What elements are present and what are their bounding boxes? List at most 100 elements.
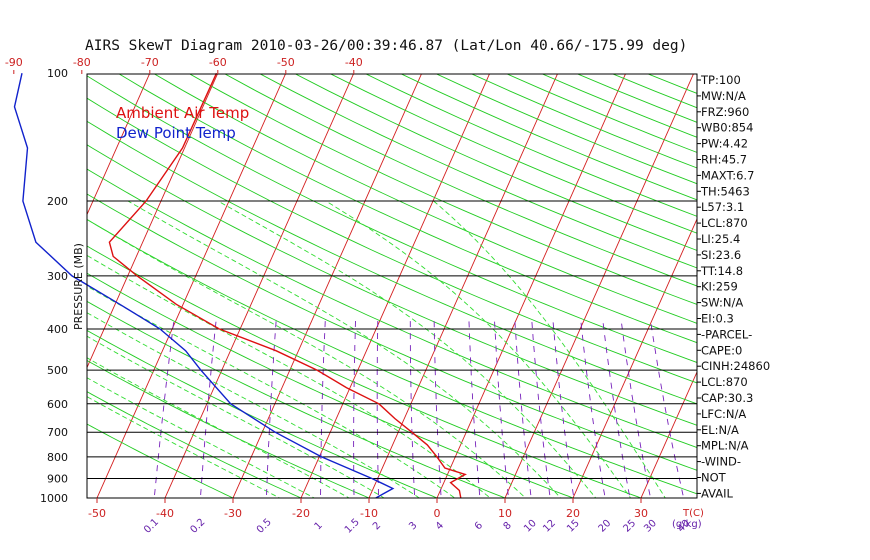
mixing-ratio-label: 4 <box>434 520 446 532</box>
moist-adiabat-line <box>217 200 597 498</box>
dry-adiabat-line <box>294 74 697 251</box>
moist-adiabat-line <box>87 377 316 498</box>
moist-adiabat-line <box>87 396 281 498</box>
stat-item: CINH:24860 <box>701 359 770 373</box>
top-temp-tick-label: -70 <box>141 56 159 69</box>
dry-adiabat-line <box>87 391 303 498</box>
moist-adiabat-line <box>87 357 351 498</box>
mixing-ratio-label: 1.5 <box>343 517 362 536</box>
stat-item: TT:14.8 <box>700 264 743 278</box>
stat-item: CAPE:0 <box>701 343 742 357</box>
mixing-ratio-label: 3 <box>407 520 419 532</box>
top-temp-tick-label: -60 <box>209 56 227 69</box>
stat-item: L57:3.1 <box>701 200 744 214</box>
dry-adiabat-line <box>87 329 439 498</box>
top-temp-tick-label: -50 <box>277 56 295 69</box>
mixing-ratio-units: (g/kg) <box>672 519 702 530</box>
bottom-temp-tick-label: 0 <box>434 507 441 520</box>
pressure-tick-label: 200 <box>47 195 68 208</box>
mixing-ratio-label: 2 <box>371 520 383 532</box>
legend-ambient-air-temp: Ambient Air Temp <box>116 104 249 122</box>
stat-item: CAP:30.3 <box>701 391 753 405</box>
dry-adiabat-line <box>400 74 697 201</box>
dry-adiabat-line <box>87 193 697 471</box>
stat-item: RH:45.7 <box>701 153 747 167</box>
bottom-temp-tick-label: -10 <box>360 507 378 520</box>
dry-adiabat-line <box>365 74 697 217</box>
moist-adiabat-line <box>87 254 491 498</box>
stat-item: LCL:870 <box>701 375 748 389</box>
stat-item: TP:100 <box>700 73 741 87</box>
isotherm-line <box>87 74 150 216</box>
ambient-air-temp-line <box>108 72 467 499</box>
mixing-ratio-line <box>620 319 652 498</box>
mixing-ratio-line <box>649 319 685 498</box>
stat-item: AVAIL <box>701 486 734 500</box>
top-temp-tick-label: -40 <box>345 56 363 69</box>
moist-adiabat-line <box>127 200 562 498</box>
mixing-ratio-label: 15 <box>565 518 582 535</box>
dew-point-temp-line <box>13 73 395 499</box>
stat-item: MW:N/A <box>701 89 746 103</box>
plot-frame <box>86 73 698 499</box>
top-temp-tick-label: -80 <box>73 56 91 69</box>
mixing-ratio-label: 10 <box>522 518 539 535</box>
dry-adiabat-line <box>87 219 697 495</box>
stat-item: KI:259 <box>701 280 738 294</box>
dry-adiabat-line <box>87 272 575 498</box>
dry-adiabat-line <box>329 74 697 234</box>
stat-item: EI:0.3 <box>701 312 734 326</box>
dry-adiabat-line <box>224 74 697 287</box>
pressure-tick-label: 300 <box>47 270 68 283</box>
isotherm-line <box>436 74 626 498</box>
dry-adiabat-line <box>87 300 507 498</box>
isotherm-line <box>164 74 354 498</box>
dry-adiabat-line <box>646 74 697 94</box>
stat-item: LI:25.4 <box>701 232 740 246</box>
stat-item: SW:N/A <box>701 296 743 310</box>
moist-adiabat-line <box>87 312 421 498</box>
isotherm-line <box>300 74 490 498</box>
stat-item: LCL:870 <box>701 216 748 230</box>
stat-item: FRZ:960 <box>701 105 749 119</box>
pressure-tick-label: 600 <box>47 398 68 411</box>
isotherm-line <box>572 217 697 498</box>
dry-adiabat-line <box>87 168 697 448</box>
mixing-ratio-label: 30 <box>642 518 659 535</box>
pressure-tick-label: 900 <box>47 473 68 486</box>
mixing-ratio-label: 8 <box>502 520 514 532</box>
isotherm-line <box>0 64 18 507</box>
mixing-ratio-line <box>602 319 631 498</box>
chart-title: AIRS SkewT Diagram 2010-03-26/00:39:46.8… <box>85 38 687 54</box>
dry-adiabat-line <box>435 74 697 185</box>
stat-item: MPL:N/A <box>701 439 749 453</box>
stat-item: TH:5463 <box>700 184 750 198</box>
stat-item: NOT <box>701 471 727 485</box>
pressure-tick-label: 400 <box>47 323 68 336</box>
pressure-tick-label: 800 <box>47 451 68 464</box>
pressure-tick-label: 1000 <box>40 492 68 505</box>
stat-item: LFC:N/A <box>701 407 746 421</box>
dry-adiabat-line <box>87 360 371 498</box>
top-temp-tick-label: -90 <box>5 56 23 69</box>
stat-item: EL:N/A <box>701 423 739 437</box>
mixing-ratio-label: 0.5 <box>255 517 274 536</box>
bottom-temp-tick-label: 30 <box>634 507 648 520</box>
moist-adiabat-line <box>325 200 632 498</box>
stat-item: WB0:854 <box>701 121 753 135</box>
stat-item: PW:4.42 <box>701 137 748 151</box>
mixing-ratio-label: 20 <box>597 518 614 535</box>
bottom-temp-tick-label: -40 <box>156 507 174 520</box>
dry-adiabat-line <box>153 74 697 324</box>
dry-adiabat-line <box>87 245 643 498</box>
isotherm-line <box>368 74 558 498</box>
dry-adiabat-line <box>188 74 697 305</box>
isotherm-line <box>87 74 218 369</box>
bottom-temp-tick-label: -50 <box>88 507 106 520</box>
mixing-ratio-label: 6 <box>473 520 485 532</box>
bottom-temp-tick-label: -20 <box>292 507 310 520</box>
dry-adiabat-line <box>118 74 697 344</box>
stat-item: -PARCEL- <box>701 327 752 341</box>
dry-adiabat-line <box>87 75 697 364</box>
